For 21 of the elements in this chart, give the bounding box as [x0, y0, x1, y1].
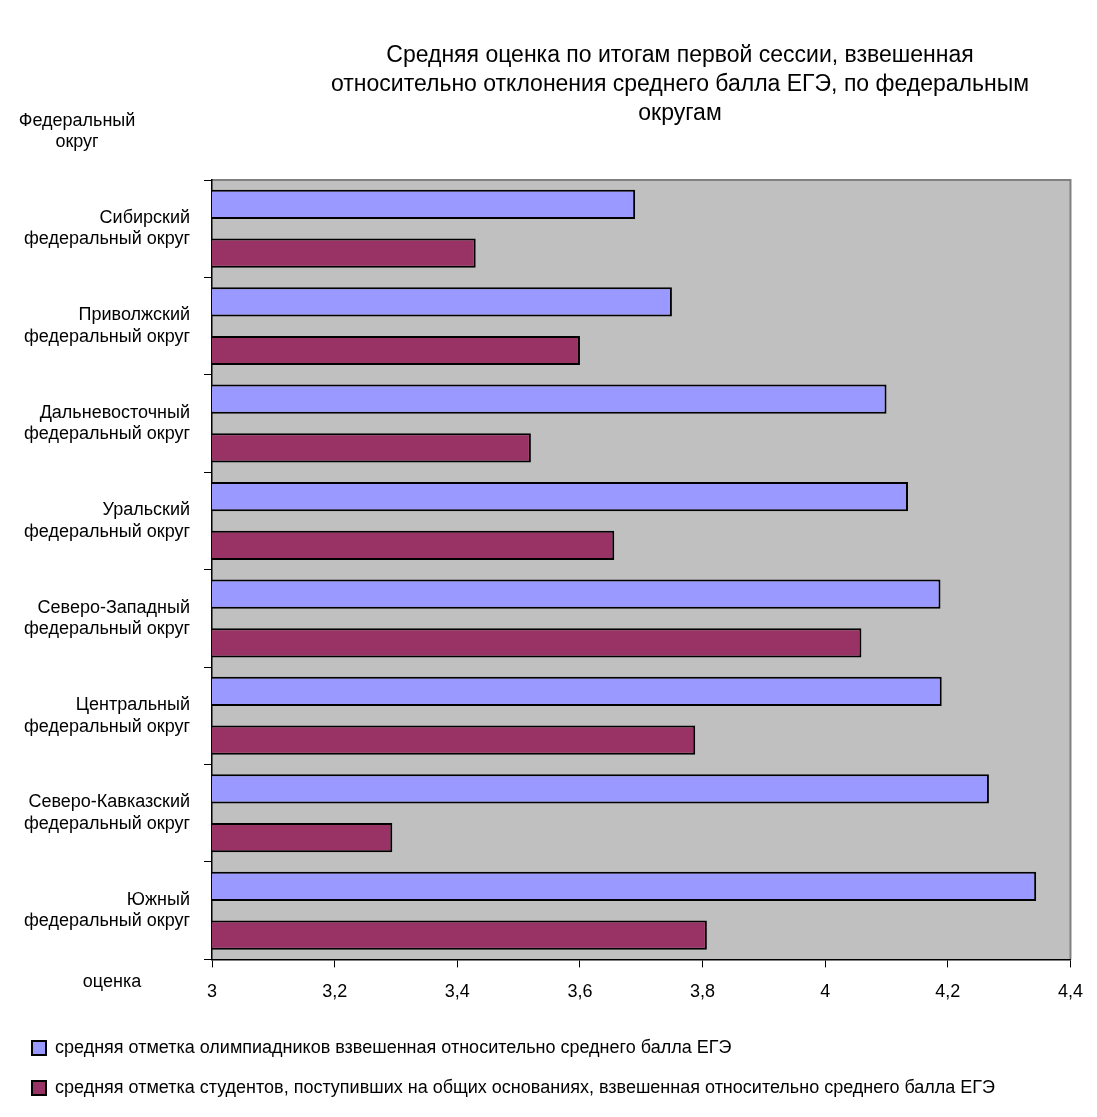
y-tick-label: Дальневосточный федеральный округ: [23, 401, 191, 444]
x-tick-label: 3,4: [444, 981, 470, 1002]
x-axis-title: оценка: [81, 971, 143, 993]
x-tick-label: 3: [207, 981, 218, 1002]
x-tick-label: 3,6: [567, 981, 593, 1002]
y-tick-label: Центральный федеральный округ: [23, 694, 191, 736]
x-tick-label: 3,2: [322, 981, 348, 1002]
legend-label: средняя отметка олимпиадников взвешенная относительно среднего балла ЕГЭ: [55, 1036, 732, 1057]
y-tick-label: Уральский федеральный округ: [23, 499, 191, 541]
legend-label: средняя отметка студентов, поступивших на общих основаниях, взвешенная относительно среднего балла ЕГЭ: [55, 1076, 996, 1097]
y-tick-label: Приволжский федеральный округ: [23, 304, 191, 346]
chart-title: Средняя оценка по итогам первой сессии, взвешенная относительно отклонения среднего балла ЕГЭ, по федеральным округам: [330, 40, 1030, 127]
y-tick-label: Южный федеральный округ: [23, 888, 191, 931]
x-tick-label: 4: [820, 981, 831, 1002]
x-tick-label: 4,2: [935, 981, 961, 1002]
y-tick-label: Сибирский федеральный округ: [23, 206, 191, 249]
y-axis-title: Федеральный округ: [17, 110, 137, 152]
x-tick-label: 3,8: [690, 981, 716, 1002]
x-tick-label: 4,4: [1057, 981, 1083, 1002]
y-tick-label: Северо-Кавказский федеральный округ: [23, 791, 191, 834]
y-tick-label: Северо-Западный федеральный округ: [23, 596, 191, 639]
